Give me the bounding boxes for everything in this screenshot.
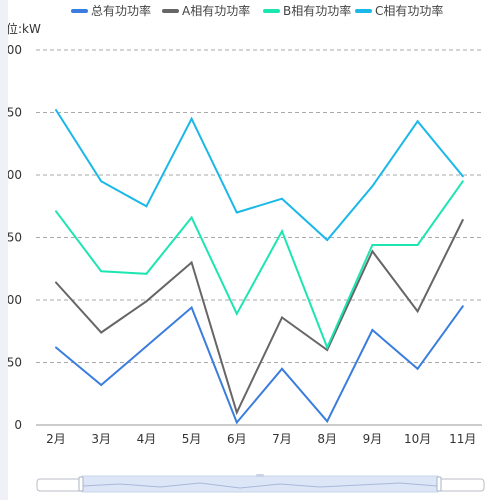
data-point bbox=[55, 210, 57, 213]
data-point bbox=[371, 329, 374, 331]
data-point bbox=[190, 261, 193, 264]
data-point bbox=[100, 384, 103, 386]
data-point bbox=[416, 310, 419, 313]
x-tick-label: 2月 bbox=[46, 432, 66, 446]
data-point bbox=[145, 300, 148, 303]
data-point bbox=[145, 345, 148, 348]
legend-item-1[interactable]: A相有功功率 bbox=[182, 3, 250, 18]
legend-swatch-2[interactable] bbox=[263, 9, 280, 13]
data-point bbox=[326, 346, 329, 349]
x-tick-label: 5月 bbox=[182, 432, 202, 446]
data-point bbox=[100, 270, 103, 273]
x-tick-label: 8月 bbox=[317, 432, 337, 446]
data-point bbox=[281, 230, 283, 233]
x-tick-label: 9月 bbox=[363, 432, 383, 446]
data-point bbox=[235, 421, 238, 424]
data-point bbox=[281, 316, 283, 319]
legend-item-2[interactable]: B相有功功率 bbox=[283, 3, 351, 18]
y-tick-label: 0 bbox=[14, 418, 22, 432]
legend-item-0[interactable]: 总有功功率 bbox=[91, 3, 151, 18]
data-point bbox=[55, 281, 57, 284]
data-point bbox=[100, 331, 103, 334]
data-point bbox=[326, 420, 329, 423]
data-point bbox=[235, 411, 238, 414]
data-point bbox=[371, 250, 374, 253]
zoom-slider-left-handle[interactable] bbox=[78, 476, 84, 492]
x-axis-ticks: 2月 3月 4月 5月 6月 7月 8月 9月 10月 11月 bbox=[46, 432, 476, 446]
x-tick-label: 11月 bbox=[449, 432, 476, 446]
data-point bbox=[326, 239, 329, 241]
data-point bbox=[55, 109, 57, 111]
zoom-slider-top-grip[interactable] bbox=[256, 474, 264, 477]
data-point bbox=[145, 272, 148, 275]
x-tick-label: 4月 bbox=[137, 432, 157, 446]
zoom-slider-preview-line bbox=[82, 482, 438, 489]
data-point bbox=[281, 197, 283, 200]
legend-item-3[interactable]: C相有功功率 bbox=[375, 3, 443, 18]
data-point bbox=[55, 346, 57, 349]
legend-swatch-3[interactable] bbox=[355, 9, 372, 13]
data-point bbox=[371, 185, 374, 188]
legend[interactable]: 总有功功率 A相有功功率 B相有功功率 C相有功功率 bbox=[71, 3, 443, 18]
legend-swatch-1[interactable] bbox=[162, 9, 179, 13]
data-point bbox=[416, 120, 419, 123]
data-point bbox=[371, 244, 374, 246]
grid-lines bbox=[36, 49, 482, 426]
x-tick-label: 6月 bbox=[227, 432, 247, 446]
data-point bbox=[281, 367, 283, 370]
data-point bbox=[326, 349, 329, 351]
data-point bbox=[100, 180, 103, 183]
data-point bbox=[416, 244, 419, 246]
x-tick-label: 7月 bbox=[272, 432, 292, 446]
data-zoom-slider[interactable] bbox=[36, 474, 485, 493]
data-point bbox=[190, 117, 193, 120]
data-point bbox=[461, 180, 464, 183]
data-point bbox=[416, 367, 419, 370]
series-line-3 bbox=[55, 109, 464, 242]
data-point bbox=[461, 305, 464, 308]
x-tick-label: 10月 bbox=[404, 432, 431, 446]
zoom-slider-right-handle[interactable] bbox=[436, 476, 442, 492]
legend-swatch-0[interactable] bbox=[71, 9, 88, 13]
data-point bbox=[235, 312, 238, 315]
data-point bbox=[190, 216, 193, 219]
series-line-2 bbox=[55, 180, 464, 351]
data-point bbox=[461, 175, 464, 178]
series-lines bbox=[55, 109, 464, 425]
series-line-1 bbox=[55, 219, 464, 416]
series-line-0 bbox=[55, 305, 464, 425]
data-point bbox=[145, 205, 148, 208]
y-axis-unit-label: 单位:kW bbox=[0, 21, 41, 36]
data-point bbox=[461, 219, 464, 221]
x-tick-label: 3月 bbox=[91, 432, 111, 446]
data-point bbox=[235, 211, 238, 214]
y-tick-label: 50 bbox=[7, 356, 22, 370]
left-edge-strip bbox=[0, 0, 8, 500]
data-point bbox=[190, 306, 193, 309]
